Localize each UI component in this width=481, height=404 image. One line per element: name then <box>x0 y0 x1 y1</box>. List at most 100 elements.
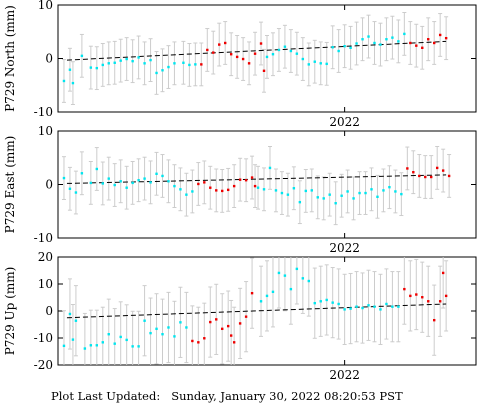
data-point-older <box>388 185 391 189</box>
plot-updated-label: Plot Last Updated: <box>51 389 161 403</box>
data-point-older <box>346 190 349 193</box>
data-point-older <box>376 195 379 199</box>
data-point-older <box>167 326 170 329</box>
data-point-older <box>391 305 394 308</box>
data-point-older <box>167 180 170 183</box>
data-point-recent <box>215 189 218 192</box>
data-point-older <box>328 193 331 196</box>
data-point-older <box>259 300 263 303</box>
data-point-older <box>397 305 400 308</box>
data-point-older <box>89 181 93 185</box>
data-point-older <box>298 200 302 204</box>
data-point-older <box>68 68 72 71</box>
x-tick-label: 2022 <box>329 115 360 129</box>
data-point-recent <box>421 296 424 299</box>
data-point-recent <box>200 63 203 66</box>
data-point-recent <box>418 174 421 178</box>
data-point-recent <box>241 57 245 61</box>
data-point-recent <box>191 339 194 343</box>
plot-updated-timestamp: Sunday, January 30, 2022 08:20:53 PST <box>171 389 403 403</box>
data-point-recent <box>415 44 418 47</box>
data-point-older <box>179 188 182 191</box>
data-point-older <box>304 189 308 193</box>
data-point-recent <box>438 33 442 37</box>
data-point-older <box>283 45 287 48</box>
y-tick-label: -20 <box>34 358 53 372</box>
data-point-recent <box>224 41 227 45</box>
data-point-older <box>143 62 146 65</box>
data-point-recent <box>250 176 254 179</box>
data-point-older <box>307 279 310 283</box>
data-point-older <box>268 166 272 170</box>
data-point-older <box>149 58 152 62</box>
data-point-older <box>62 344 66 348</box>
data-point-recent <box>247 62 251 65</box>
y-tick-label: 0 <box>45 178 53 192</box>
data-point-older <box>155 327 158 331</box>
data-point-older <box>89 66 93 69</box>
data-point-older <box>125 338 128 342</box>
data-point-older <box>310 189 313 192</box>
data-point-older <box>137 56 140 59</box>
data-point-older <box>385 38 388 41</box>
data-point-older <box>379 43 382 46</box>
y-tick-label: -10 <box>34 105 53 119</box>
data-point-older <box>185 193 188 196</box>
data-point-older <box>74 319 78 322</box>
data-point-older <box>322 197 325 200</box>
data-point-older <box>313 301 316 305</box>
data-point-recent <box>206 48 209 52</box>
data-point-older <box>334 202 337 205</box>
data-point-older <box>101 182 104 185</box>
data-point-older <box>143 319 146 322</box>
data-point-older <box>301 277 305 280</box>
data-point-recent <box>226 324 230 328</box>
y-tick-label: 0 <box>45 52 53 66</box>
data-point-recent <box>424 175 427 179</box>
panel-3: -20 -10 0 10 20 2022 P729 Up (mm) <box>3 250 477 382</box>
data-point-older <box>131 345 134 348</box>
panel-1: -10 0 10 2022 P729 North (mm) <box>3 0 477 129</box>
data-point-older <box>277 48 281 52</box>
data-point-older <box>68 187 72 190</box>
data-point-older <box>131 181 134 185</box>
data-point-older <box>292 187 296 190</box>
data-point-older <box>331 301 334 304</box>
data-point-older <box>262 188 266 191</box>
data-point-older <box>340 194 343 197</box>
data-point-older <box>373 41 376 45</box>
data-point-older <box>62 79 66 83</box>
data-point-recent <box>218 43 221 46</box>
data-point-older <box>185 326 188 329</box>
data-point-older <box>286 193 290 196</box>
data-point-older <box>349 307 352 310</box>
data-point-recent <box>427 38 430 41</box>
data-point-older <box>274 189 278 192</box>
data-point-older <box>83 347 87 350</box>
data-point-recent <box>444 36 448 40</box>
data-point-recent <box>415 293 418 296</box>
data-point-recent <box>250 291 254 295</box>
data-point-older <box>337 49 340 53</box>
trend-line <box>66 40 447 61</box>
data-point-older <box>155 172 158 175</box>
data-point-older <box>95 66 99 70</box>
data-point-older <box>173 62 176 65</box>
data-point-recent <box>197 341 200 344</box>
data-point-older <box>161 333 164 336</box>
data-point-older <box>188 63 191 67</box>
data-point-older <box>301 57 305 61</box>
y-tick-label: -10 <box>34 231 53 245</box>
data-point-older <box>143 177 146 180</box>
data-point-older <box>74 191 78 194</box>
panel-2: -10 0 10 2022 P729 East (mm) <box>3 124 477 255</box>
data-point-older <box>119 59 122 62</box>
data-point-recent <box>221 189 224 193</box>
data-point-older <box>149 181 152 184</box>
data-point-recent <box>444 294 448 298</box>
x-tick-label: 2022 <box>329 368 360 382</box>
data-point-older <box>355 42 358 45</box>
data-point-recent <box>229 53 233 56</box>
data-point-older <box>182 61 185 64</box>
